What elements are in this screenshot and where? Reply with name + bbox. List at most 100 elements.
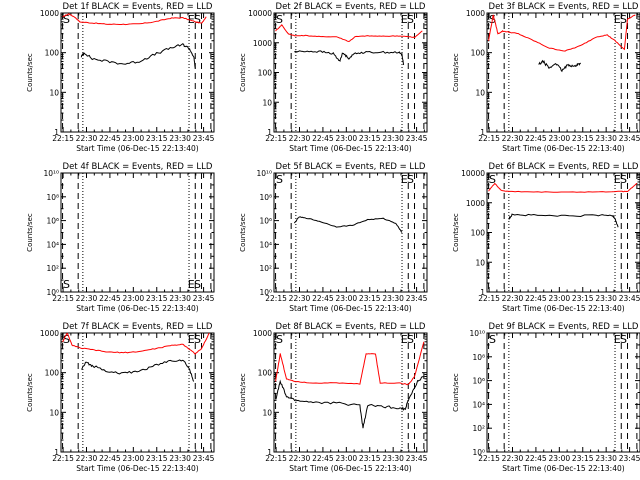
y-tick-label: 1 — [480, 288, 485, 297]
x-tick-label: 22:45 — [99, 294, 121, 303]
x-axis-label: Start Time (06-Dec-15 22:13:40) — [76, 304, 198, 313]
x-tick-label: 23:45 — [406, 294, 428, 303]
y-tick-label: 100 — [45, 49, 60, 58]
y-tick-label: 10 — [49, 408, 59, 417]
x-tick-label: 23:30 — [382, 134, 404, 143]
x-tick-label: 22:15 — [478, 134, 500, 143]
x-tick-label: 22:45 — [312, 454, 334, 463]
x-tick-label: 22:45 — [99, 134, 121, 143]
series-events — [293, 216, 403, 233]
x-axis-label: Start Time (06-Dec-15 22:13:40) — [76, 464, 198, 473]
x-axis-label: Start Time (06-Dec-15 22:13:40) — [289, 144, 411, 153]
x-tick-label: 23:00 — [549, 134, 571, 143]
y-tick-label: 1000 — [253, 39, 272, 48]
plot-frame — [60, 12, 215, 133]
series-events — [294, 50, 405, 65]
x-tick-label: 23:45 — [406, 454, 428, 463]
x-tick-label: 23:15 — [146, 134, 168, 143]
y-tick-label: 10¹⁰ — [256, 169, 272, 178]
series-lld — [62, 332, 210, 355]
x-tick-label: 23:15 — [359, 134, 381, 143]
x-tick-label: 23:45 — [193, 454, 215, 463]
time-marker-label: E — [614, 13, 621, 26]
time-marker-label: E — [401, 333, 408, 346]
y-tick-label: 10⁴ — [472, 400, 485, 409]
x-tick-label: 22:30 — [76, 134, 98, 143]
x-tick-label: 23:15 — [359, 454, 381, 463]
panel-7: Det 7f BLACK = Events, RED = LLD 1 10 100 10… — [26, 322, 215, 473]
time-marker-label: S — [276, 333, 283, 346]
x-tick-label: 23:00 — [123, 454, 145, 463]
y-tick-label: 10⁸ — [472, 353, 485, 362]
time-marker-label: E — [401, 13, 408, 26]
x-tick-label: 22:45 — [525, 134, 547, 143]
x-axis-label: Start Time (06-Dec-15 22:13:40) — [76, 144, 198, 153]
y-tick-label: 10 — [49, 88, 59, 97]
panel-title: Det 4f BLACK = Events, RED = LLD — [63, 162, 213, 172]
y-tick-label: 1 — [267, 128, 272, 137]
time-marker-label: E — [188, 278, 195, 291]
x-tick-label: 23:30 — [595, 294, 617, 303]
y-tick-label: 10 — [475, 258, 485, 267]
series-lld — [488, 14, 636, 52]
y-tick-label: 10 — [262, 408, 272, 417]
y-tick-label: 1000 — [40, 9, 59, 18]
series-events — [80, 43, 196, 69]
time-marker-label: S — [276, 173, 283, 186]
x-tick-label: 23:00 — [336, 454, 358, 463]
y-tick-label: 10² — [472, 424, 485, 433]
y-tick-label: 10⁸ — [259, 193, 272, 202]
panel-5: Det 5f BLACK = Events, RED = LLD 10⁰ 10² 10… — [239, 162, 428, 313]
time-marker-label: S — [194, 278, 201, 291]
series-lld — [275, 341, 425, 386]
x-tick-label: 22:15 — [265, 134, 287, 143]
x-tick-label: 23:30 — [169, 294, 191, 303]
x-tick-label: 23:30 — [382, 294, 404, 303]
x-tick-label: 23:00 — [123, 294, 145, 303]
x-tick-label: 22:15 — [478, 294, 500, 303]
x-tick-label: 23:45 — [619, 134, 640, 143]
x-tick-label: 22:15 — [52, 134, 74, 143]
y-axis-label: Counts/sec — [452, 213, 460, 252]
x-tick-label: 22:30 — [502, 134, 524, 143]
panel-title: Det 8f BLACK = Events, RED = LLD — [276, 322, 426, 332]
series-lld — [488, 182, 638, 193]
x-tick-label: 23:15 — [146, 294, 168, 303]
time-marker-label: S — [407, 173, 414, 186]
x-tick-label: 23:45 — [619, 294, 640, 303]
x-tick-label: 23:30 — [382, 454, 404, 463]
x-tick-label: 23:00 — [336, 294, 358, 303]
x-tick-label: 23:15 — [572, 294, 594, 303]
y-axis-label: Counts/sec — [26, 53, 34, 92]
time-marker-label: S — [620, 333, 627, 346]
time-marker-label: E — [614, 173, 621, 186]
y-tick-label: 100 — [45, 369, 60, 378]
panel-2: Det 2f BLACK = Events, RED = LLD 1 10 100 10… — [239, 2, 428, 153]
y-tick-label: 10¹⁰ — [469, 329, 485, 338]
x-tick-label: 22:45 — [312, 294, 334, 303]
y-tick-label: 1 — [267, 448, 272, 457]
time-marker-label: E — [188, 13, 195, 26]
plot-frame — [273, 12, 428, 133]
series-events — [81, 359, 195, 382]
x-tick-label: 22:15 — [52, 454, 74, 463]
x-axis-label: Start Time (06-Dec-15 22:13:40) — [502, 464, 624, 473]
y-tick-label: 10⁴ — [46, 240, 59, 249]
panel-3: Det 3f BLACK = Events, RED = LLD 1 10 100 10… — [452, 2, 640, 153]
x-tick-label: 22:30 — [502, 294, 524, 303]
panel-title: Det 5f BLACK = Events, RED = LLD — [276, 162, 426, 172]
y-axis-label: Counts/sec — [26, 373, 34, 412]
x-tick-label: 22:45 — [99, 454, 121, 463]
x-tick-label: 23:15 — [359, 294, 381, 303]
x-tick-label: 23:45 — [406, 134, 428, 143]
y-tick-label: 10¹⁰ — [43, 169, 59, 178]
x-tick-label: 22:30 — [502, 454, 524, 463]
x-tick-label: 23:45 — [193, 294, 215, 303]
y-tick-label: 1000 — [40, 329, 59, 338]
time-marker-label: S — [489, 333, 496, 346]
y-axis-label: Counts/sec — [239, 373, 247, 412]
time-marker-label: S — [276, 13, 283, 26]
x-tick-label: 23:15 — [572, 134, 594, 143]
